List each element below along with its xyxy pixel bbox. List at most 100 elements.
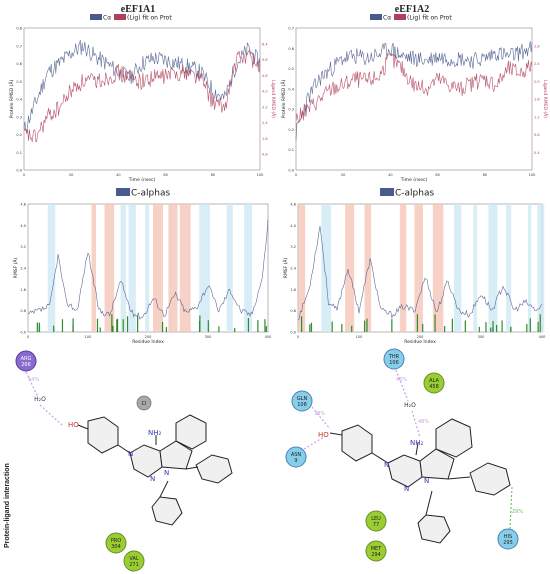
ligand-structure-left [77, 414, 233, 526]
y-tick-label: 4.0 [290, 224, 296, 228]
y2-axis-label: Ligand RMSD (Å) [542, 80, 549, 118]
legend-swatch-protein [90, 14, 102, 20]
y2-tick-label: 5.6 [262, 58, 268, 62]
secondary-structure-band [128, 204, 136, 332]
x-tick-label: 80 [483, 173, 487, 177]
secondary-structure-band [145, 204, 150, 332]
y2-tick-label: 6.4 [262, 42, 268, 46]
legend-swatch-ligand [114, 14, 126, 20]
contact-bar [99, 327, 101, 332]
secondary-structure-band [321, 204, 332, 332]
y-tick-label: 0.6 [16, 62, 22, 66]
contact-bar [492, 327, 494, 332]
contact-bar [265, 326, 267, 332]
contact-bar [501, 320, 503, 332]
ligand-structure-right [329, 418, 511, 544]
x-tick-label: 300 [478, 335, 485, 339]
x-tick-label: 300 [205, 335, 212, 339]
y-tick-label: 2.4 [20, 267, 26, 271]
secondary-structure-band [298, 204, 306, 332]
y2-tick-label: 2.8 [534, 44, 540, 48]
contact-bar [218, 326, 220, 332]
residue-number: 77 [373, 522, 379, 528]
y-tick-label: 4.8 [20, 203, 26, 207]
y-tick-label: 1.6 [290, 288, 296, 292]
y-axis-label: Protein RMSD (Å) [8, 79, 15, 118]
contact-bar [331, 321, 333, 332]
contact-bar [485, 322, 487, 332]
secondary-structure-band [506, 204, 512, 332]
residue-name: GLN [297, 396, 308, 402]
y-tick-label: 0.5 [16, 80, 22, 84]
charts-layer: 0 20 40 60 80 1000.00.10.20.30.40.50.60.70.80… [8, 14, 549, 345]
series-line-protein [23, 40, 261, 132]
residue-his295: HIS 295 [497, 528, 519, 550]
contact-bar [510, 326, 512, 332]
contact-bar [366, 318, 368, 332]
x-tick-label: 400 [265, 335, 272, 339]
contact-bar [391, 319, 393, 332]
y-tick-label: 0.2 [288, 128, 294, 132]
hbond-percent: 48% [418, 419, 429, 425]
y2-tick-label: 3.2 [262, 105, 268, 109]
contact-bar [351, 325, 353, 332]
secondary-structure-band [537, 204, 545, 332]
hbond-line [411, 410, 421, 438]
contact-bar [363, 320, 366, 332]
residue-name: THR [388, 354, 400, 360]
contact-bar [122, 319, 124, 332]
y2-tick-label: 1.2 [534, 115, 540, 119]
residue-name: ASN [291, 452, 302, 458]
contact-bar [116, 318, 118, 332]
secondary-structure-band [104, 204, 115, 332]
water-label: H₂O [34, 396, 46, 403]
x-tick-label: 20 [341, 173, 345, 177]
contact-bar [434, 314, 436, 332]
amine-label: NH₂ [410, 439, 424, 447]
residue-number: 9 [294, 458, 297, 464]
y-tick-label: 0.5 [288, 67, 294, 71]
y-axis-label: RMSF (Å) [282, 258, 289, 279]
contact-bar [257, 320, 259, 332]
legend-label: Cα [383, 15, 391, 22]
contact-bar [161, 321, 164, 332]
contact-bar [490, 327, 492, 332]
y-tick-label: 0.0 [20, 331, 26, 335]
contact-bar [310, 322, 313, 332]
residue-pro304: PRO 304 [105, 532, 127, 554]
residue-val271: VAL 271 [123, 550, 145, 572]
secondary-structure-band [364, 204, 372, 332]
contact-bar [96, 318, 99, 332]
y-tick-label: 0.1 [288, 148, 294, 152]
contact-bar [165, 327, 168, 332]
secondary-structure-band [47, 204, 56, 332]
contact-bar [422, 323, 424, 332]
residue-arg266: ARG 266 [15, 350, 37, 372]
residue-asn9: ASN 9 [285, 446, 307, 468]
y-tick-label: 0.4 [288, 87, 294, 91]
svg-text:Cl: Cl [142, 401, 147, 407]
y-tick-label: 0.8 [16, 27, 22, 31]
chloride-ion: Cl [136, 395, 152, 411]
x-tick-label: 0 [295, 173, 297, 177]
y-tick-label: 0.7 [16, 44, 22, 48]
y-tick-label: 0.0 [290, 331, 296, 335]
nitrogen-label: N [424, 477, 429, 485]
contact-bar [416, 314, 419, 332]
residue-number: 295 [503, 540, 513, 546]
secondary-structure-band [414, 204, 423, 332]
y2-tick-label: 0.8 [262, 153, 268, 157]
y-tick-label: 0.8 [20, 309, 26, 313]
y-tick-label: 0.1 [16, 151, 22, 155]
interaction-percent: 29% [512, 509, 523, 515]
interaction-diagram-right: THR 106 ALA 458 GLN 108 ASN 9 LEU 77 MET… [285, 348, 523, 562]
y-tick-label: 0.3 [288, 108, 294, 112]
hydroxyl-label: HO [68, 421, 79, 429]
y2-tick-label: 2.4 [534, 62, 540, 66]
residue-name: HIS [504, 534, 512, 540]
contact-bar [301, 316, 303, 332]
hbond-percent: 38% [314, 411, 325, 417]
y-tick-label: 0.0 [16, 169, 22, 173]
y2-tick-label: 0.4 [534, 151, 540, 155]
x-tick-label: 200 [417, 335, 424, 339]
